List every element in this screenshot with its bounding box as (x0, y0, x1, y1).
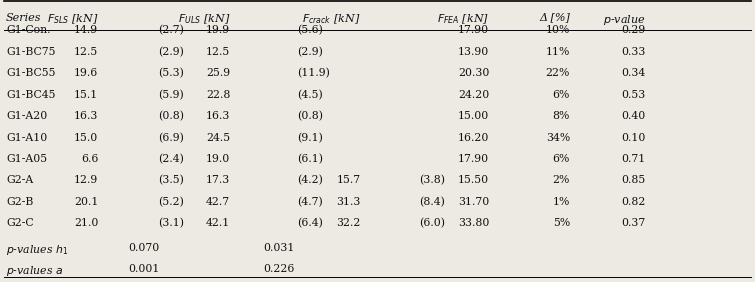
Text: (4.2): (4.2) (297, 175, 322, 186)
Text: (2.7): (2.7) (159, 25, 184, 36)
Text: (11.9): (11.9) (297, 68, 330, 79)
Text: G1-BC45: G1-BC45 (6, 90, 56, 100)
Text: 19.6: 19.6 (74, 68, 98, 78)
Text: 21.0: 21.0 (74, 218, 98, 228)
Text: 19.0: 19.0 (206, 154, 230, 164)
Text: 13.90: 13.90 (458, 47, 489, 57)
Text: 24.5: 24.5 (206, 133, 230, 142)
Text: (6.1): (6.1) (297, 154, 322, 164)
Text: $F_{crack}$ [kN]: $F_{crack}$ [kN] (303, 13, 361, 26)
Text: (2.9): (2.9) (297, 47, 322, 57)
Text: 5%: 5% (553, 218, 570, 228)
Text: (9.1): (9.1) (297, 133, 322, 143)
Text: 8%: 8% (553, 111, 570, 121)
Text: 0.10: 0.10 (621, 133, 646, 142)
Text: G1-A10: G1-A10 (6, 133, 48, 142)
Text: (2.4): (2.4) (159, 154, 184, 164)
Text: (5.2): (5.2) (159, 197, 184, 207)
Text: G2-C: G2-C (6, 218, 34, 228)
Text: $F_{FEA}$ [kN]: $F_{FEA}$ [kN] (437, 13, 489, 26)
Text: (3.8): (3.8) (419, 175, 445, 186)
Text: (3.1): (3.1) (159, 218, 184, 229)
Text: 25.9: 25.9 (206, 68, 230, 78)
Text: 15.7: 15.7 (337, 175, 361, 185)
Text: 12.5: 12.5 (74, 47, 98, 57)
Text: Δ [%]: Δ [%] (539, 13, 570, 23)
Text: 0.34: 0.34 (621, 68, 646, 78)
Text: 6.6: 6.6 (81, 154, 98, 164)
Text: (4.5): (4.5) (297, 90, 322, 100)
Text: G2-B: G2-B (6, 197, 33, 207)
Text: $p$-values $h_1$: $p$-values $h_1$ (6, 243, 68, 257)
Text: G1-A20: G1-A20 (6, 111, 48, 121)
Text: 6%: 6% (553, 154, 570, 164)
Text: 0.40: 0.40 (621, 111, 646, 121)
Text: 16.3: 16.3 (206, 111, 230, 121)
Text: 11%: 11% (546, 47, 570, 57)
Text: 34%: 34% (546, 133, 570, 142)
Text: 31.70: 31.70 (458, 197, 489, 207)
Text: 12.5: 12.5 (206, 47, 230, 57)
Text: 17.90: 17.90 (458, 25, 489, 35)
Text: 0.031: 0.031 (263, 243, 294, 252)
Text: (0.8): (0.8) (159, 111, 184, 122)
Text: 0.29: 0.29 (621, 25, 646, 35)
Text: G1-Con.: G1-Con. (6, 25, 51, 35)
Text: G2-A: G2-A (6, 175, 33, 185)
Text: (5.3): (5.3) (159, 68, 184, 79)
Text: (5.6): (5.6) (297, 25, 322, 36)
Text: 32.2: 32.2 (337, 218, 361, 228)
Text: $p$-values $a$: $p$-values $a$ (6, 264, 63, 278)
Text: 2%: 2% (553, 175, 570, 185)
Text: 17.3: 17.3 (206, 175, 230, 185)
Text: 15.50: 15.50 (458, 175, 489, 185)
Text: 0.71: 0.71 (621, 154, 646, 164)
Text: G1-BC55: G1-BC55 (6, 68, 56, 78)
Text: 15.0: 15.0 (74, 133, 98, 142)
Text: 16.20: 16.20 (458, 133, 489, 142)
Text: (6.4): (6.4) (297, 218, 322, 229)
Text: 24.20: 24.20 (458, 90, 489, 100)
Text: 0.33: 0.33 (621, 47, 646, 57)
Text: 0.37: 0.37 (621, 218, 646, 228)
Text: 1%: 1% (553, 197, 570, 207)
Text: $F_{ULS}$ [kN]: $F_{ULS}$ [kN] (178, 13, 230, 26)
Text: 19.9: 19.9 (206, 25, 230, 35)
Text: 16.3: 16.3 (74, 111, 98, 121)
Text: 14.9: 14.9 (74, 25, 98, 35)
Text: (4.7): (4.7) (297, 197, 322, 207)
Text: 12.9: 12.9 (74, 175, 98, 185)
Text: 15.00: 15.00 (458, 111, 489, 121)
Text: 0.226: 0.226 (263, 264, 294, 274)
Text: 6%: 6% (553, 90, 570, 100)
Text: (3.5): (3.5) (159, 175, 184, 186)
Text: $F_{SLS}$ [kN]: $F_{SLS}$ [kN] (47, 13, 98, 26)
Text: 0.85: 0.85 (621, 175, 646, 185)
Text: 20.1: 20.1 (74, 197, 98, 207)
Text: 42.7: 42.7 (206, 197, 230, 207)
Text: (2.9): (2.9) (159, 47, 184, 57)
Text: $p$-value: $p$-value (603, 13, 646, 27)
Text: Series: Series (6, 13, 42, 23)
Text: (5.9): (5.9) (159, 90, 184, 100)
Text: 0.070: 0.070 (128, 243, 159, 252)
Text: 15.1: 15.1 (74, 90, 98, 100)
Text: 0.001: 0.001 (128, 264, 159, 274)
Text: 17.90: 17.90 (458, 154, 489, 164)
Text: 22%: 22% (546, 68, 570, 78)
Text: 20.30: 20.30 (458, 68, 489, 78)
Text: 0.53: 0.53 (621, 90, 646, 100)
Text: 10%: 10% (546, 25, 570, 35)
Text: 33.80: 33.80 (458, 218, 489, 228)
Text: 42.1: 42.1 (206, 218, 230, 228)
Text: G1-BC75: G1-BC75 (6, 47, 56, 57)
Text: (0.8): (0.8) (297, 111, 322, 122)
Text: 0.82: 0.82 (621, 197, 646, 207)
Text: (6.0): (6.0) (419, 218, 445, 229)
Text: G1-A05: G1-A05 (6, 154, 47, 164)
Text: (6.9): (6.9) (159, 133, 184, 143)
Text: (8.4): (8.4) (419, 197, 445, 207)
Text: 22.8: 22.8 (206, 90, 230, 100)
Text: 31.3: 31.3 (337, 197, 361, 207)
